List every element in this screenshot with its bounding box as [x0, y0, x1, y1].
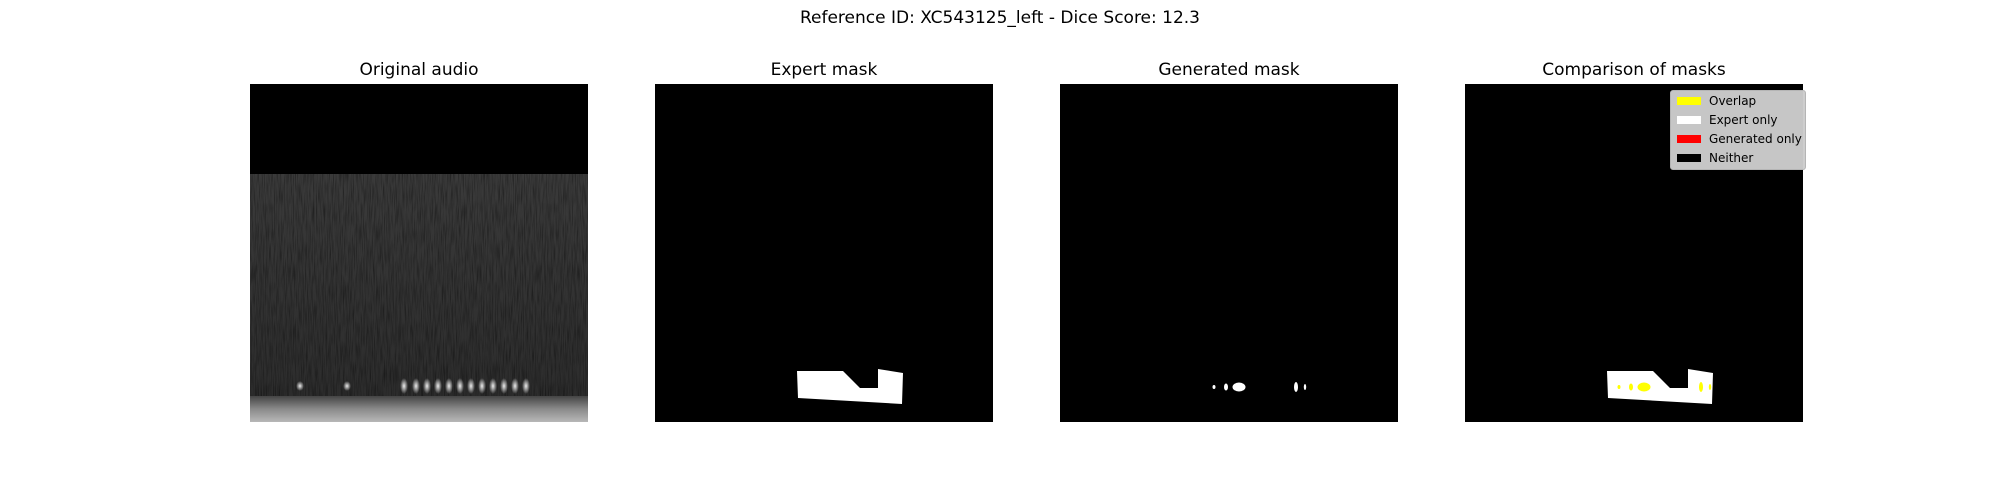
legend-label-neither: Neither: [1709, 151, 1754, 165]
legend-swatch-generated-only: [1677, 135, 1701, 143]
legend-swatch-neither: [1677, 154, 1701, 162]
spectrogram-call-marks: [296, 378, 530, 394]
generated-mask-blob: [1303, 384, 1307, 390]
legend-label-overlap: Overlap: [1709, 94, 1757, 108]
generated-mask-regions: [1212, 382, 1307, 392]
overlap-blob: [1629, 383, 1633, 391]
original-audio-spectrogram: [250, 84, 588, 422]
expert-mask-background: [655, 84, 993, 422]
generated-mask-blob: [1224, 383, 1228, 391]
expert-mask-region: [797, 369, 903, 404]
comparison-legend: Overlap Expert only Generated only Neith…: [1670, 90, 1806, 170]
spectrogram-call-mark: [423, 378, 431, 394]
spectrogram-call-mark: [400, 378, 408, 394]
legend-entry-overlap: Overlap: [1677, 93, 1807, 109]
spectrogram-call-mark: [343, 381, 351, 391]
spectrogram-call-mark: [456, 378, 464, 394]
overlap-blob: [1708, 384, 1712, 390]
expert-mask-image: [655, 84, 993, 422]
legend-entry-neither: Neither: [1677, 150, 1807, 166]
generated-mask-blob: [1294, 382, 1298, 392]
comparison-expert-only-region: [1607, 369, 1713, 404]
figure-title: Reference ID: XC543125_left - Dice Score…: [799, 8, 1200, 28]
legend-swatch-expert-only: [1677, 116, 1701, 124]
spectrogram-call-mark: [522, 378, 530, 394]
generated-mask-image: [1060, 84, 1398, 422]
panel-title-expert-mask: Expert mask: [770, 60, 878, 80]
generated-mask-blob: [1212, 385, 1216, 389]
legend-swatch-overlap: [1677, 97, 1701, 105]
comparison-overlap-regions: [1617, 382, 1712, 392]
spectrogram-call-mark: [489, 378, 497, 394]
generated-mask-blob: [1232, 382, 1246, 392]
legend-label-expert-only: Expert only: [1709, 113, 1778, 127]
overlap-blob: [1637, 382, 1651, 392]
overlap-blob: [1617, 385, 1621, 389]
panel-title-original-audio: Original audio: [359, 60, 479, 80]
spectrogram-call-mark: [434, 378, 442, 394]
legend-entry-generated-only: Generated only: [1677, 131, 1807, 147]
spectrogram-call-mark: [467, 378, 475, 394]
panel-title-comparison: Comparison of masks: [1542, 60, 1726, 80]
generated-mask-background: [1060, 84, 1398, 422]
legend-label-generated-only: Generated only: [1709, 132, 1802, 146]
spectrogram-call-mark: [412, 378, 420, 394]
spectrogram-call-mark: [445, 378, 453, 394]
spectrogram-call-mark: [478, 378, 486, 394]
legend-entry-expert-only: Expert only: [1677, 112, 1807, 128]
panel-title-generated-mask: Generated mask: [1158, 60, 1300, 80]
spectrogram-call-mark: [511, 378, 519, 394]
spectrogram-call-mark: [500, 378, 508, 394]
overlap-blob: [1699, 382, 1703, 392]
spectrogram-low-frequency-band: [250, 396, 588, 422]
spectrogram-call-mark: [296, 381, 304, 391]
spectrogram-noise-texture: [250, 174, 588, 396]
